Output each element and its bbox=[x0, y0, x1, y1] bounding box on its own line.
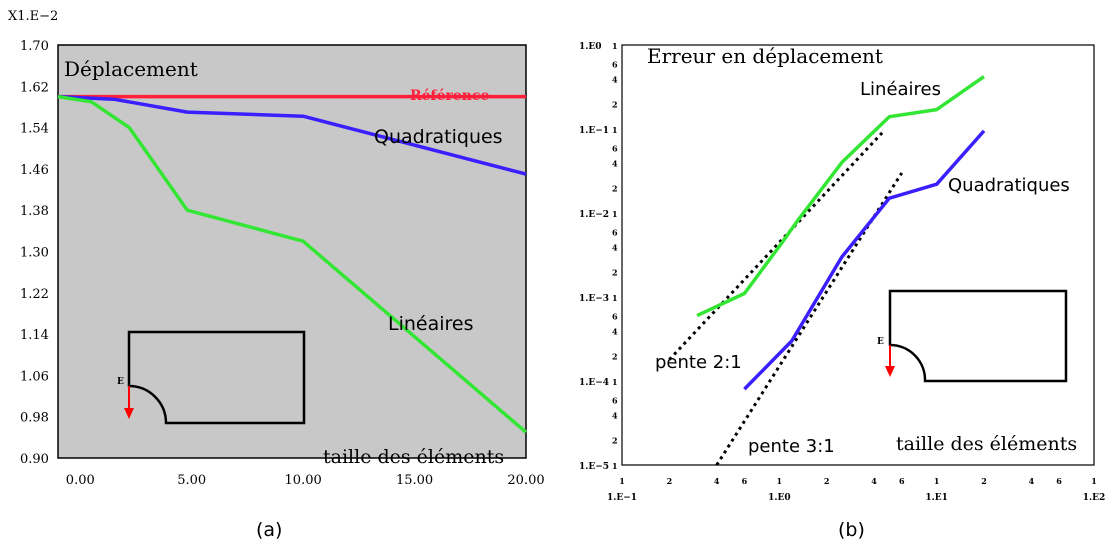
chart-a-multiplier: X1.E−2 bbox=[8, 9, 58, 24]
x-tick-label: 10.00 bbox=[285, 473, 322, 488]
y-major-tick-label: 1.E−2 bbox=[579, 210, 609, 220]
chart-b-x-ticks: 1.E−1 1 2 4 6 1.E0 1 2 4 6 1.E1 1 2 4 6 1.E2 1 bbox=[607, 476, 1105, 503]
x-major-tick-label: 1.E0 bbox=[768, 493, 791, 503]
y-minor-tick-label: 2 bbox=[612, 100, 618, 110]
y-minor-tick-label: 4 bbox=[612, 74, 618, 84]
y-minor-tick-label: 2 bbox=[612, 268, 618, 278]
chart-b-guide-3-label: pente 3:1 bbox=[748, 436, 835, 457]
x-minor-tick-label: 6 bbox=[899, 476, 905, 486]
chart-a-xlabel: taille des éléments bbox=[323, 446, 504, 468]
chart-a-y-ticks: 0.90 0.98 1.06 1.14 1.22 1.30 1.38 1.46 1.54 1.62… bbox=[20, 39, 49, 467]
chart-a-linear-label: Linéaires bbox=[388, 313, 474, 335]
y-major-tick-label: 1.E0 bbox=[579, 42, 602, 52]
chart-a-inset: E bbox=[117, 330, 306, 425]
chart-a-lines bbox=[57, 94, 528, 434]
y-minor-tick-label: 1 bbox=[612, 209, 618, 219]
chart-a-inset-label: E bbox=[117, 377, 124, 387]
x-major-tick-label: 1.E2 bbox=[1083, 493, 1106, 503]
x-tick-label: 20.00 bbox=[507, 473, 544, 488]
chart-b-quadratic-label: Quadratiques bbox=[948, 175, 1070, 196]
y-minor-tick-label: 2 bbox=[612, 352, 618, 362]
y-minor-tick-label: 4 bbox=[612, 242, 618, 252]
y-tick-label: 0.90 bbox=[20, 452, 49, 467]
y-tick-label: 1.22 bbox=[20, 287, 49, 302]
y-minor-tick-label: 1 bbox=[612, 41, 618, 51]
y-tick-label: 1.54 bbox=[20, 122, 49, 137]
chart-b-guide-2-label: pente 2:1 bbox=[655, 352, 742, 373]
x-major-tick-label: 1.E−1 bbox=[607, 493, 637, 503]
y-minor-tick-label: 1 bbox=[612, 293, 618, 303]
chart-b-inset-label: E bbox=[877, 337, 884, 347]
x-minor-tick-label: 1 bbox=[619, 476, 625, 486]
y-minor-tick-label: 2 bbox=[612, 436, 618, 446]
force-arrow-head bbox=[124, 408, 134, 419]
y-minor-tick-label: 1 bbox=[612, 377, 618, 387]
y-minor-tick-label: 6 bbox=[612, 312, 618, 322]
chart-b-lines bbox=[696, 75, 986, 391]
x-major-tick-label: 1.E1 bbox=[925, 493, 948, 503]
x-minor-tick-label: 2 bbox=[667, 476, 673, 486]
x-minor-tick-label: 2 bbox=[824, 476, 830, 486]
chart-a-caption: (a) bbox=[256, 519, 282, 541]
chart-b-title: Erreur en déplacement bbox=[647, 44, 883, 68]
y-major-tick-label: 1.E−1 bbox=[579, 126, 609, 136]
x-minor-tick-label: 6 bbox=[742, 476, 748, 486]
x-tick-label: 0.00 bbox=[66, 473, 95, 488]
x-minor-tick-label: 4 bbox=[714, 476, 720, 486]
y-tick-label: 1.30 bbox=[20, 246, 49, 261]
chart-b-linear-label: Linéaires bbox=[860, 79, 941, 100]
x-minor-tick-label: 1 bbox=[777, 476, 783, 486]
series-line-quadratiques bbox=[743, 129, 986, 391]
y-tick-label: 1.06 bbox=[20, 369, 49, 384]
chart-a-quadratic-label: Quadratiques bbox=[374, 126, 503, 148]
x-minor-tick-label: 1 bbox=[1091, 476, 1097, 486]
x-minor-tick-label: 4 bbox=[871, 476, 877, 486]
chart-b-inset: E bbox=[877, 289, 1068, 383]
y-minor-tick-label: 1 bbox=[612, 125, 618, 135]
series-line-lin-aires bbox=[696, 75, 986, 318]
chart-a-title: Déplacement bbox=[64, 57, 198, 81]
y-minor-tick-label: 6 bbox=[612, 396, 618, 406]
y-minor-tick-label: 1 bbox=[612, 461, 618, 471]
x-minor-tick-label: 6 bbox=[1056, 476, 1062, 486]
chart-a-x-ticks: 0.00 5.00 10.00 15.00 20.00 bbox=[66, 473, 545, 488]
x-minor-tick-label: 2 bbox=[981, 476, 987, 486]
y-tick-label: 1.62 bbox=[20, 80, 49, 95]
series-line-lin-aires bbox=[57, 94, 528, 434]
x-tick-label: 5.00 bbox=[177, 473, 206, 488]
y-minor-tick-label: 4 bbox=[612, 410, 618, 420]
slope-guide-line bbox=[668, 131, 884, 361]
y-tick-label: 1.38 bbox=[20, 204, 49, 219]
y-minor-tick-label: 2 bbox=[612, 184, 618, 194]
y-tick-label: 1.14 bbox=[20, 328, 49, 343]
chart-b-xlabel: taille des éléments bbox=[896, 433, 1077, 455]
x-minor-tick-label: 4 bbox=[1029, 476, 1035, 486]
force-arrow-head bbox=[885, 366, 895, 377]
y-tick-label: 1.70 bbox=[20, 39, 49, 54]
chart-b-caption: (b) bbox=[838, 519, 865, 541]
y-major-tick-label: 1.E−4 bbox=[579, 378, 609, 388]
y-minor-tick-label: 6 bbox=[612, 60, 618, 70]
y-tick-label: 1.46 bbox=[20, 163, 49, 178]
chart-a-plot-area bbox=[57, 44, 527, 459]
y-major-tick-label: 1.E−5 bbox=[579, 462, 609, 472]
x-tick-label: 15.00 bbox=[396, 473, 433, 488]
y-minor-tick-label: 4 bbox=[612, 158, 618, 168]
y-minor-tick-label: 6 bbox=[612, 228, 618, 238]
chart-a: X1.E−2 Déplacement 0.90 0.98 1.06 1.14 1.22 1… bbox=[8, 9, 545, 541]
y-major-tick-label: 1.E−3 bbox=[579, 294, 609, 304]
chart-b-plot-area bbox=[621, 44, 1095, 466]
chart-a-reference-label: Référence bbox=[410, 88, 489, 104]
y-minor-tick-label: 4 bbox=[612, 326, 618, 336]
y-tick-label: 0.98 bbox=[20, 411, 49, 426]
series-line-quadratiques bbox=[57, 94, 527, 176]
y-minor-tick-label: 6 bbox=[612, 144, 618, 154]
x-minor-tick-label: 1 bbox=[934, 476, 940, 486]
